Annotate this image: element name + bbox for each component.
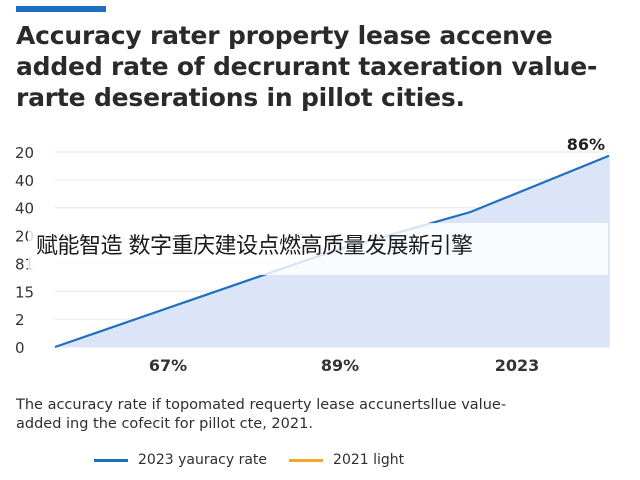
y-tick-label: 20 — [15, 144, 34, 162]
x-tick-label: 89% — [321, 356, 359, 375]
y-tick-label: 40 — [15, 200, 34, 218]
title-line-2: added rate of decrurant taxeration value… — [16, 52, 598, 81]
y-tick-label: 2 — [15, 311, 25, 329]
title-line-1: Accuracy rater property lease accenve — [16, 21, 553, 50]
caption-line-1: The accuracy rate if topomated requerty … — [16, 397, 507, 413]
banner-text: 赋能智造 数字重庆建设点燃高质量发展新引擎 — [36, 234, 473, 259]
x-axis-ticks: 67% 89% 2023 — [149, 356, 539, 375]
chart-title: Accuracy rater property lease accenve ad… — [16, 20, 626, 113]
legend-item-series-2: 2021 light — [289, 452, 404, 468]
x-tick-label: 67% — [149, 356, 187, 375]
banner-overlay — [28, 223, 608, 275]
legend-item-series-1: 2023 yauracy rate — [94, 452, 267, 468]
legend-swatch-series-1 — [94, 458, 128, 462]
caption-line-2: added ing the cofecit for pillot cte, 20… — [16, 416, 313, 432]
legend-label-series-2: 2021 light — [333, 452, 405, 468]
x-tick-label: 2023 — [495, 356, 540, 375]
legend: 2023 yauracy rate 2021 light — [94, 452, 426, 468]
data-label: 86% — [567, 135, 605, 154]
legend-label-series-1: 2023 yauracy rate — [138, 452, 268, 468]
y-tick-label: 40 — [15, 172, 34, 190]
title-line-3: rarte deserations in pillot cities. — [16, 83, 465, 112]
legend-swatch-series-2 — [289, 458, 324, 462]
y-tick-label: 15 — [15, 283, 34, 301]
y-tick-label: 0 — [15, 339, 25, 357]
annotations: 86% — [567, 135, 605, 154]
accent-bar — [16, 6, 106, 12]
chart-caption: The accuracy rate if topomated requerty … — [16, 396, 631, 434]
